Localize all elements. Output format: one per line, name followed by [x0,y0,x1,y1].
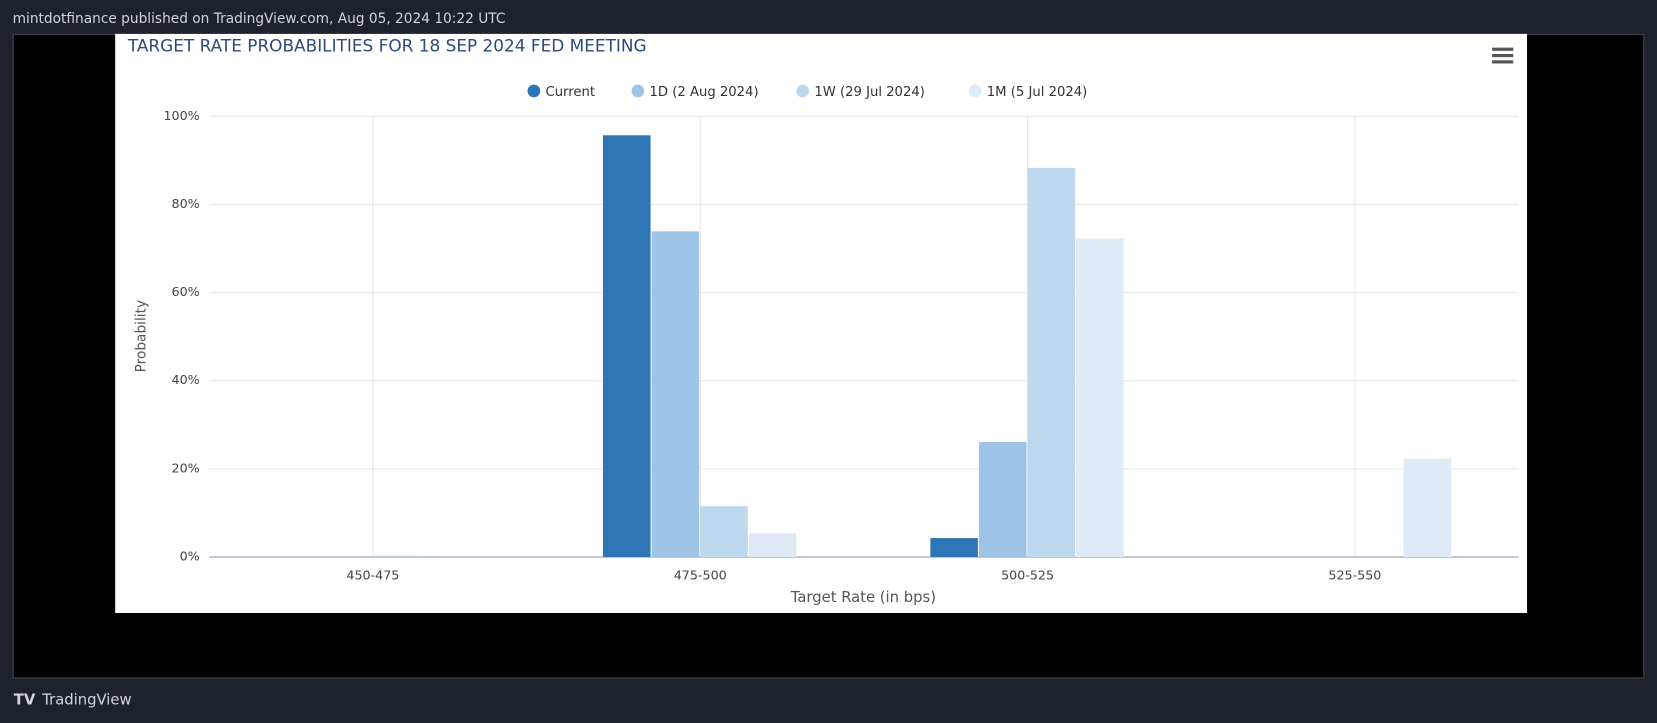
bar [1403,458,1452,558]
plot: 0% 20% 40% 60% 80% 100% 450-475 475-500 500-525 5… [163,84,1519,583]
x-axis-title: Target Rate (in bps) [790,589,936,606]
brand: TradingView [41,692,131,709]
legend-label: 1D (2 Aug 2024) [649,85,758,100]
bar [651,231,700,558]
chart-title: TARGET RATE PROBABILITIES FOR 18 SEP 202… [127,36,647,56]
y-tick-label: 60% [172,284,200,299]
bar [930,538,978,558]
bar [700,506,748,558]
legend-marker [968,84,982,98]
byline: mintdotfinance published on TradingView.… [13,11,506,27]
x-tick-label: 450-475 [346,568,399,583]
bar [978,441,1027,558]
legend-label: 1M (5 Jul 2024) [987,85,1088,100]
y-tick-label: 20% [172,460,200,475]
legend-marker [527,84,541,98]
x-tick-label: 475-500 [674,568,727,583]
y-tick-label: 0% [180,549,200,564]
legend-label: 1W (29 Jul 2024) [814,85,925,100]
x-tick-label: 525-550 [1328,568,1381,583]
y-tick-label: 80% [172,196,200,211]
bar [1027,167,1076,558]
y-axis-title: Probability [134,300,150,373]
menu-icon[interactable] [1492,47,1514,64]
logo-mark: TV [14,692,36,709]
menu-bar [1492,53,1514,58]
legend-marker [796,84,810,98]
legend-marker [631,84,645,98]
y-tick-label: 40% [172,372,200,387]
chart-panel [115,33,1528,614]
menu-bar [1492,60,1514,64]
x-tick-label: 500-525 [1001,568,1054,583]
tradingview-logo: TV TradingView [14,692,132,709]
menu-bar [1492,47,1514,51]
bar [1076,238,1124,558]
bar [603,135,651,558]
bar [748,533,797,558]
legend-label: Current [545,85,595,100]
bar [372,555,421,558]
y-tick-label: 100% [163,108,199,123]
